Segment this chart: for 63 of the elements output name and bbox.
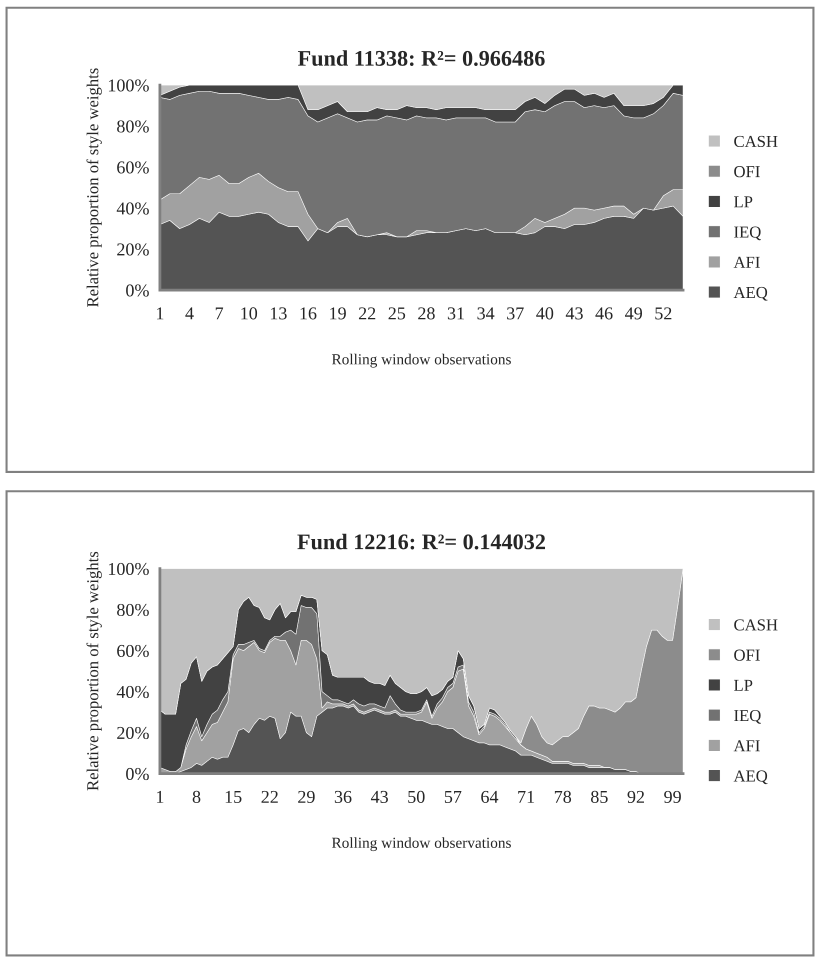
y-tick-label: 40%: [116, 686, 149, 698]
legend-label: LP: [734, 680, 752, 691]
y-tick-label: 60%: [117, 161, 149, 174]
y-tick-label: 60%: [117, 644, 149, 658]
y-tick-label: 20%: [117, 726, 149, 740]
y-axis-title: Relative proportion of style weights: [86, 68, 102, 308]
x-axis-title: Rolling window observations: [332, 354, 511, 368]
y-tick-label: 80%: [117, 120, 149, 133]
x-tick-label: 28: [418, 307, 435, 320]
y-tick-label: 20%: [117, 243, 149, 256]
y-tick-label: 80%: [117, 604, 149, 616]
x-tick-label: 43: [370, 790, 388, 803]
legend-label: IEQ: [734, 226, 762, 240]
x-tick-label: 31: [448, 307, 464, 320]
x-tick-label: 92: [628, 790, 644, 803]
x-tick-label: 7: [216, 307, 224, 320]
x-tick-label: 46: [595, 307, 613, 320]
y-axis-title: Relative proportion of style weights: [86, 552, 102, 791]
x-tick-label: 71: [518, 790, 534, 803]
x-tick-label: 10: [241, 307, 258, 320]
y-tick-label: 0%: [126, 284, 149, 297]
x-tick-label: 25: [388, 307, 406, 320]
x-tick-label: 29: [298, 790, 315, 803]
x-axis-title: Rolling window observations: [332, 837, 511, 852]
legend-label: IEQ: [734, 710, 762, 724]
x-tick-label: 43: [566, 307, 583, 320]
x-tick-label: 40: [536, 307, 554, 320]
x-tick-label: 49: [625, 307, 642, 320]
x-tick-label: 50: [408, 790, 425, 803]
y-tick-label: 40%: [116, 202, 149, 215]
legend-label: OFI: [734, 166, 760, 178]
legend-label: LP: [734, 196, 752, 208]
x-tick-label: 13: [270, 307, 287, 320]
x-tick-label: 52: [655, 307, 672, 320]
x-tick-label: 37: [507, 307, 524, 320]
x-tick-label: 57: [444, 790, 462, 803]
legend-label: AFI: [734, 256, 760, 268]
y-tick-label: 100%: [108, 79, 149, 92]
legend-label: AEQ: [734, 286, 768, 301]
y-tick-label: 100%: [108, 562, 149, 576]
x-tick-label: 22: [262, 790, 278, 803]
legend-label: CASH: [734, 619, 778, 631]
x-tick-label: 64: [481, 790, 498, 803]
x-tick-label: 78: [554, 790, 572, 803]
x-tick-label: 4: [185, 307, 194, 320]
x-tick-label: 34: [477, 307, 494, 320]
x-tick-label: 1: [156, 307, 164, 320]
legend-label: AEQ: [734, 770, 768, 784]
legend-label: OFI: [734, 650, 760, 661]
x-tick-label: 99: [664, 790, 681, 803]
x-tick-label: 8: [192, 790, 200, 803]
legend-label: AFI: [734, 740, 760, 752]
x-tick-label: 1: [156, 790, 164, 803]
x-tick-label: 16: [300, 307, 316, 320]
x-tick-label: 22: [358, 307, 376, 320]
x-tick-label: 36: [334, 790, 352, 803]
x-tick-label: 19: [330, 307, 346, 320]
x-tick-label: 15: [226, 790, 242, 803]
chart-title: Fund 12216: R²= 0.144032: [297, 534, 546, 550]
x-tick-label: 85: [591, 790, 608, 803]
y-tick-label: 0%: [126, 768, 149, 780]
chart-title: Fund 11338: R²= 0.966486: [298, 50, 545, 66]
legend-label: CASH: [734, 136, 778, 148]
